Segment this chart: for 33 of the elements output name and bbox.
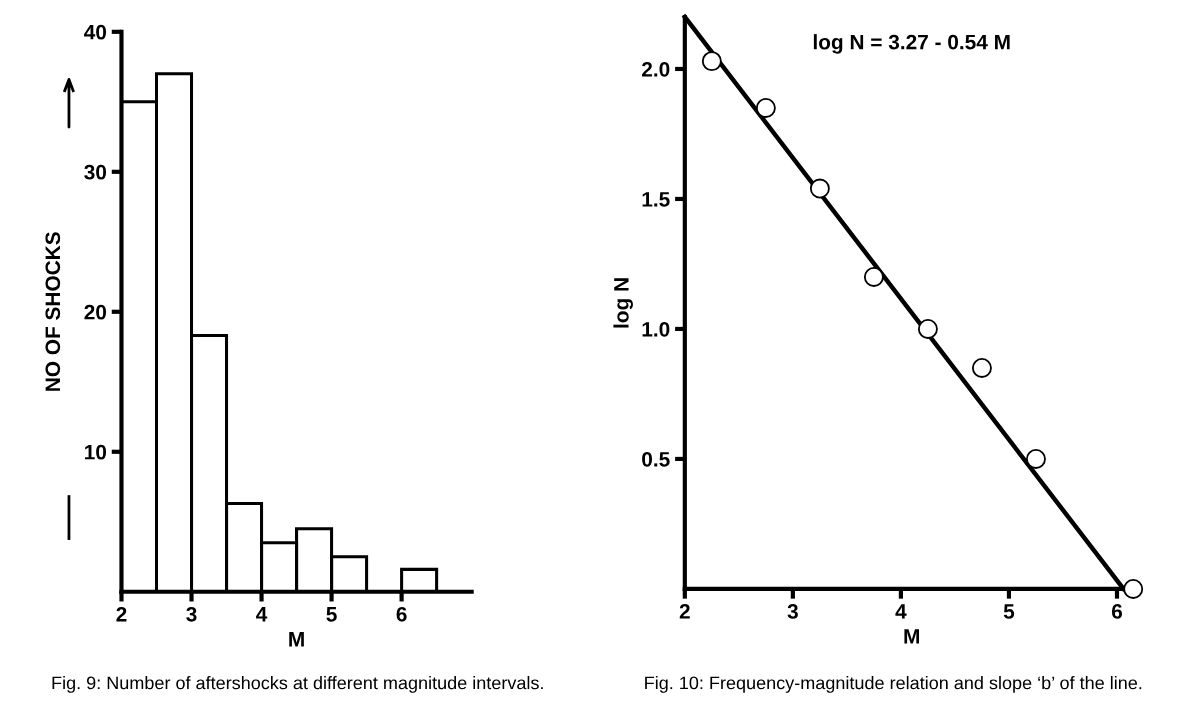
x-tick-label: 3 — [186, 606, 197, 622]
x-tick-label: 2 — [116, 606, 127, 622]
x-tick-label: 6 — [1111, 604, 1123, 619]
x-tick-label: 3 — [787, 604, 798, 619]
point — [755, 98, 776, 118]
point — [917, 318, 938, 339]
y-axis-title: log N — [613, 278, 633, 328]
x-axis-title: M — [904, 629, 919, 644]
x-tick-label: 5 — [1003, 604, 1015, 619]
point — [1025, 448, 1046, 469]
caption: Fig. 9: Number of aftershocks at different magnitude intervals. — [52, 676, 543, 693]
y-tick-label: 1.0 — [642, 321, 670, 337]
y-tick-label: 0.5 — [642, 451, 670, 467]
y-tick-label: 1.5 — [642, 192, 670, 207]
x-tick-label: 2 — [679, 604, 690, 619]
x-axis-title: M — [289, 632, 304, 647]
point — [701, 51, 722, 72]
y-tick-label: 30 — [84, 164, 107, 180]
y-tick-label: 2.0 — [642, 61, 670, 77]
annotation: log N = 3.27 - 0.54 M — [813, 34, 1010, 54]
y-tick-label: 40 — [84, 24, 107, 40]
y-axis-title: NO OF SHOCKS — [45, 232, 61, 391]
point — [1123, 578, 1144, 599]
y-tick-label: 20 — [84, 304, 107, 320]
point — [971, 357, 992, 378]
x-tick-label: 6 — [396, 606, 407, 622]
point — [809, 178, 830, 199]
x-tick-label: 5 — [326, 607, 337, 622]
y-tick-label: 10 — [85, 444, 107, 460]
caption: Fig. 10: Frequency-magnitude relation and slope ‘b’ of the line. — [645, 676, 1142, 693]
x-tick-label: 4 — [256, 607, 268, 622]
x-tick-label: 4 — [895, 604, 907, 619]
point — [863, 266, 884, 287]
